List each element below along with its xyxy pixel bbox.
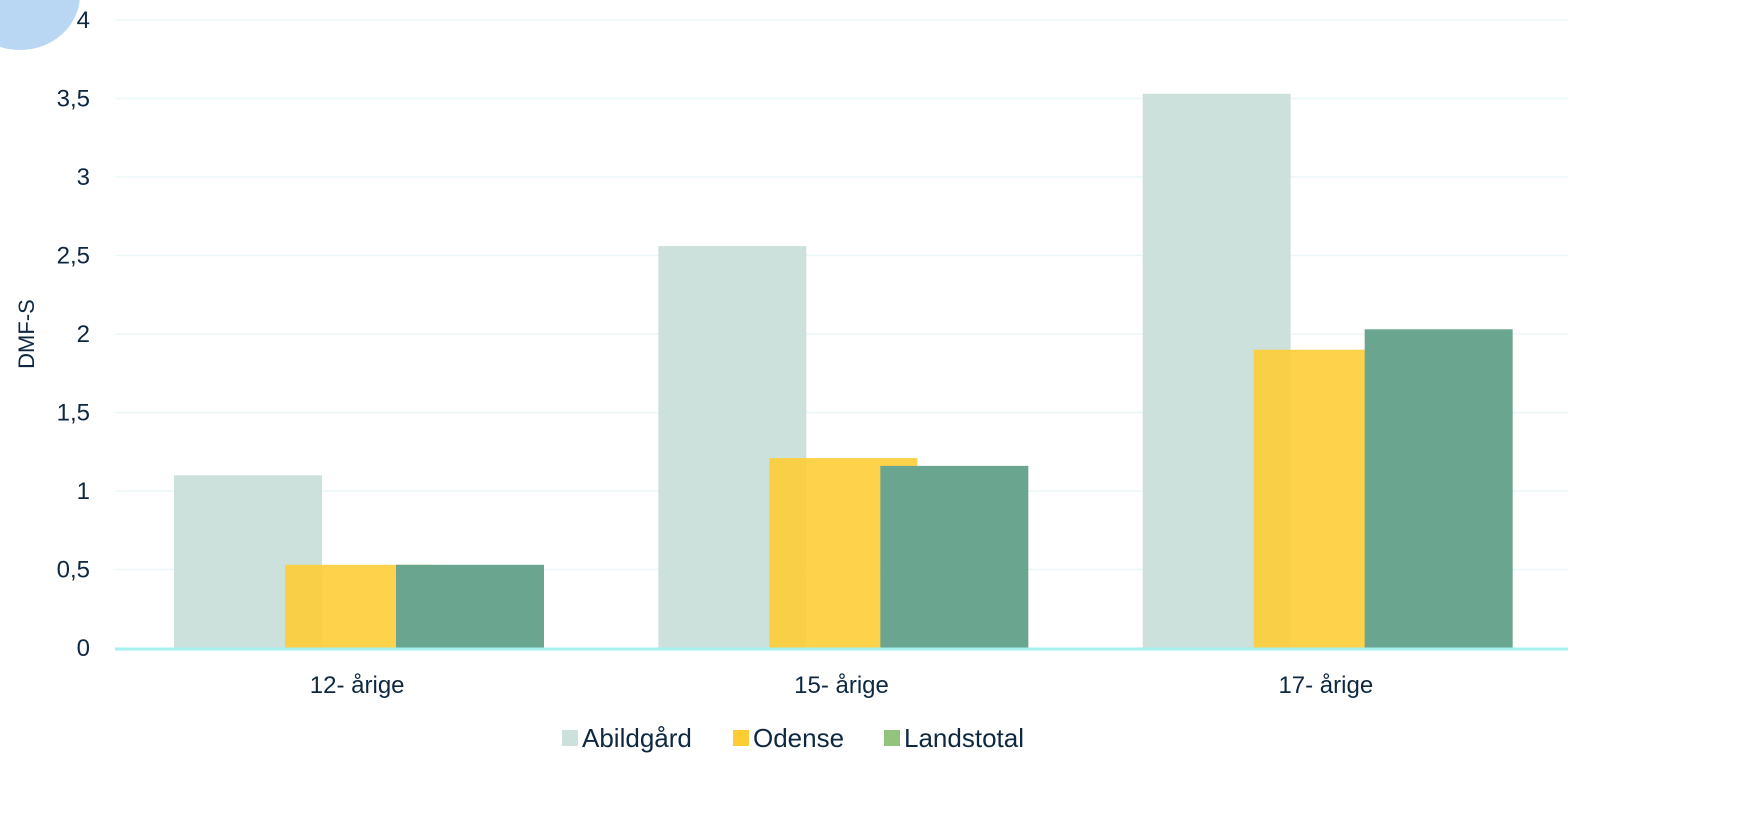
legend-swatch-landstotal (884, 730, 900, 746)
bar-landstotal-3 (1364, 329, 1513, 648)
bar-chart: 0 0,5 1 1,5 2 2,5 3 3,5 4 12- årige 15- årige 17- … (14, 7, 1568, 753)
x-tick-labels: 12- årige 15- årige 17- årige (310, 672, 1373, 699)
bars (174, 93, 1513, 649)
legend-label-odense: Odense (753, 723, 844, 753)
y-tick-label: 2,5 (57, 243, 90, 270)
legend-label-landstotal: Landstotal (904, 723, 1024, 753)
x-tick-label: 15- årige (794, 672, 889, 699)
legend-swatch-odense (733, 730, 749, 746)
y-tick-label: 4 (77, 7, 90, 34)
x-tick-label: 17- årige (1278, 672, 1373, 699)
legend-label-abildgård: Abildgård (582, 723, 692, 753)
y-tick-label: 1,5 (57, 400, 90, 427)
bar-landstotal-1 (396, 564, 544, 648)
legend: Abildgård Odense Landstotal (562, 723, 1024, 753)
y-tick-label: 2 (77, 321, 90, 348)
y-tick-label: 3,5 (57, 86, 90, 113)
y-tick-label: 0,5 (57, 557, 90, 584)
bar-landstotal-2 (880, 465, 1029, 648)
y-tick-labels: 0 0,5 1 1,5 2 2,5 3 3,5 4 (57, 7, 90, 662)
y-tick-label: 0 (77, 635, 90, 662)
y-axis-title: DMF-S (14, 299, 39, 369)
y-tick-label: 3 (77, 164, 90, 191)
y-tick-label: 1 (77, 478, 90, 505)
legend-swatch-abildgård (562, 730, 578, 746)
x-tick-label: 12- årige (310, 672, 405, 699)
